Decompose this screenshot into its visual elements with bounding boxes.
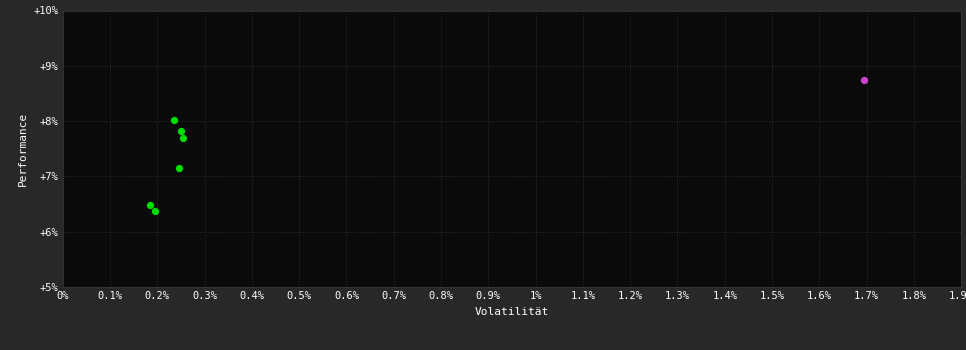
- Point: [166, 117, 182, 123]
- Point: [147, 208, 162, 213]
- Point: [143, 202, 158, 208]
- Y-axis label: Performance: Performance: [18, 112, 28, 186]
- Point: [173, 128, 188, 133]
- X-axis label: Volatilität: Volatilität: [475, 307, 549, 317]
- Point: [171, 165, 186, 171]
- Point: [857, 77, 872, 83]
- Point: [176, 135, 191, 140]
